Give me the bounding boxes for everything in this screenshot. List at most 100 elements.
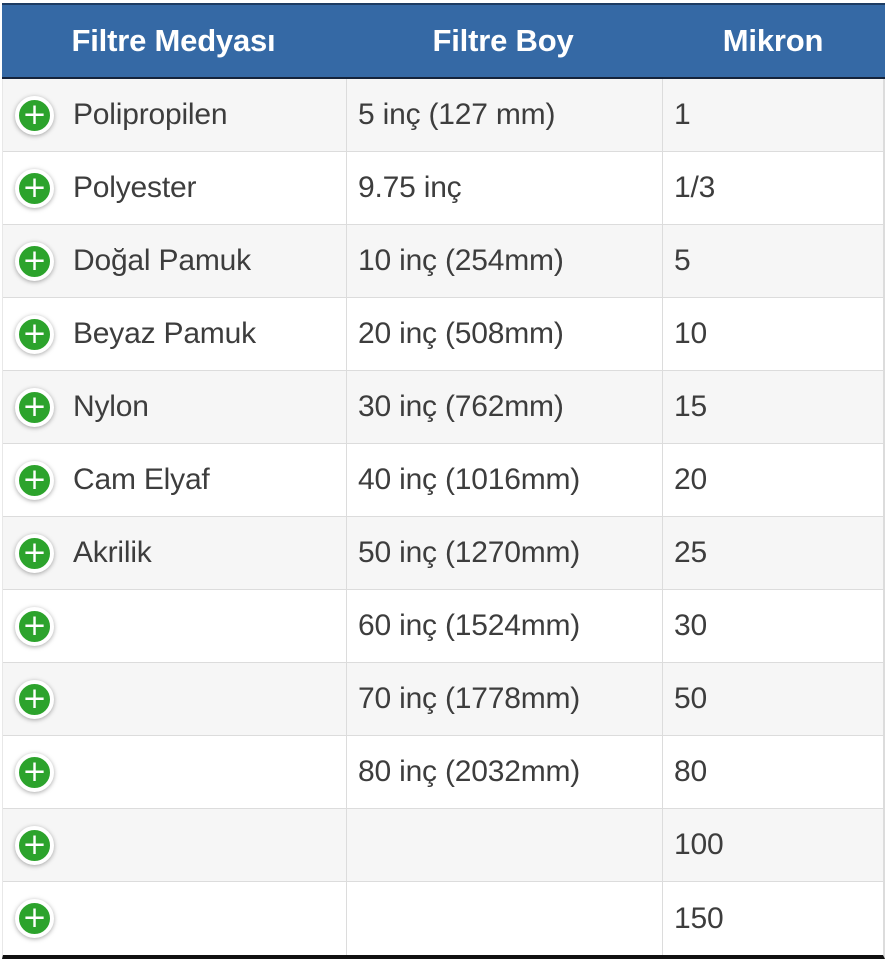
cell-filtre-medyasi: + Akrilik [3,517,346,589]
cell-filtre-boy: 10 inç (254mm) [346,225,662,297]
expand-row-button[interactable]: + [15,387,54,427]
expand-row-button[interactable]: + [15,460,54,500]
table-row: + Akrilik 50 inç (1270mm) 25 [3,517,883,590]
filter-size-label: 20 inç (508mm) [358,317,564,350]
cell-mikron: 1 [662,79,883,151]
filter-size-label: 80 inç (2032mm) [358,755,581,788]
table-row: + Polyester 9.75 inç 1/3 [3,152,883,225]
table-body: + Polipropilen 5 inç (127 mm) 1 + Polyes… [2,79,885,959]
table-row: + Beyaz Pamuk 20 inç (508mm) 10 [3,298,883,371]
cell-filtre-medyasi: + [3,663,346,735]
plus-icon: + [22,461,47,496]
table-header: Filtre Medyası Filtre Boy Mikron [2,3,885,79]
table-row: + 100 [3,809,883,882]
cell-filtre-boy: 20 inç (508mm) [346,298,662,370]
micron-label: 25 [674,536,707,569]
cell-mikron: 50 [662,663,883,735]
micron-label: 10 [674,317,707,350]
cell-filtre-medyasi: + Beyaz Pamuk [3,298,346,370]
filter-size-label: 60 inç (1524mm) [358,609,581,642]
cell-mikron: 15 [662,371,883,443]
cell-mikron: 25 [662,517,883,589]
cell-mikron: 30 [662,590,883,662]
cell-filtre-medyasi: + [3,736,346,808]
micron-label: 30 [674,609,707,642]
filter-spec-table: Filtre Medyası Filtre Boy Mikron + Polip… [2,3,885,959]
cell-filtre-boy: 60 inç (1524mm) [346,590,662,662]
filter-media-label: Beyaz Pamuk [73,317,256,350]
column-header-filtre-medyasi: Filtre Medyası [71,23,276,58]
filter-size-label: 40 inç (1016mm) [358,463,581,496]
filter-size-label: 9.75 inç [358,171,462,204]
cell-mikron: 10 [662,298,883,370]
micron-label: 20 [674,463,707,496]
table-row: + 60 inç (1524mm) 30 [3,590,883,663]
expand-row-button[interactable]: + [15,95,54,135]
cell-filtre-medyasi: + Polipropilen [3,79,346,151]
plus-icon: + [22,680,47,715]
filter-media-label: Nylon [73,390,149,423]
cell-filtre-medyasi: + [3,809,346,881]
plus-icon: + [22,826,47,861]
cell-mikron: 150 [662,882,883,955]
cell-filtre-medyasi: + Cam Elyaf [3,444,346,516]
table-row: + 70 inç (1778mm) 50 [3,663,883,736]
plus-icon: + [22,753,47,788]
cell-filtre-medyasi: + Doğal Pamuk [3,225,346,297]
expand-row-button[interactable]: + [15,314,54,354]
filter-media-label: Polyester [73,171,197,204]
cell-filtre-medyasi: + [3,882,346,955]
table-row: + 150 [3,882,883,955]
table-row: + Polipropilen 5 inç (127 mm) 1 [3,79,883,152]
filter-media-label: Doğal Pamuk [73,244,251,277]
expand-row-button[interactable]: + [15,752,54,792]
cell-filtre-boy: 50 inç (1270mm) [346,517,662,589]
micron-label: 15 [674,390,707,423]
plus-icon: + [22,242,47,277]
expand-row-button[interactable]: + [15,606,54,646]
column-header-filtre-boy: Filtre Boy [432,23,574,58]
table-row: + 80 inç (2032mm) 80 [3,736,883,809]
expand-row-button[interactable]: + [15,679,54,719]
cell-mikron: 20 [662,444,883,516]
micron-label: 5 [674,244,691,277]
cell-filtre-medyasi: + Polyester [3,152,346,224]
expand-row-button[interactable]: + [15,899,54,938]
expand-row-button[interactable]: + [15,168,54,208]
column-header-mikron: Mikron [722,23,824,58]
micron-label: 80 [674,755,707,788]
cell-filtre-boy [346,809,662,881]
table-row: + Nylon 30 inç (762mm) 15 [3,371,883,444]
plus-icon: + [22,169,47,204]
micron-label: 50 [674,682,707,715]
plus-icon: + [22,607,47,642]
expand-row-button[interactable]: + [15,241,54,281]
cell-filtre-boy: 40 inç (1016mm) [346,444,662,516]
expand-row-button[interactable]: + [15,825,54,865]
plus-icon: + [22,96,47,131]
plus-icon: + [22,315,47,350]
cell-filtre-medyasi: + Nylon [3,371,346,443]
micron-label: 1/3 [674,171,716,204]
cell-filtre-boy [346,882,662,955]
filter-media-label: Cam Elyaf [73,463,210,496]
cell-mikron: 80 [662,736,883,808]
plus-icon: + [22,388,47,423]
table-row: + Cam Elyaf 40 inç (1016mm) 20 [3,444,883,517]
cell-filtre-boy: 5 inç (127 mm) [346,79,662,151]
plus-icon: + [22,534,47,569]
micron-label: 1 [674,98,691,131]
expand-row-button[interactable]: + [15,533,54,573]
filter-media-label: Akrilik [73,536,152,569]
filter-size-label: 50 inç (1270mm) [358,536,581,569]
cell-filtre-boy: 80 inç (2032mm) [346,736,662,808]
table-row: + Doğal Pamuk 10 inç (254mm) 5 [3,225,883,298]
cell-filtre-boy: 9.75 inç [346,152,662,224]
cell-mikron: 5 [662,225,883,297]
filter-size-label: 10 inç (254mm) [358,244,564,277]
micron-label: 100 [674,828,724,861]
cell-mikron: 1/3 [662,152,883,224]
cell-filtre-boy: 70 inç (1778mm) [346,663,662,735]
cell-filtre-medyasi: + [3,590,346,662]
cell-filtre-boy: 30 inç (762mm) [346,371,662,443]
